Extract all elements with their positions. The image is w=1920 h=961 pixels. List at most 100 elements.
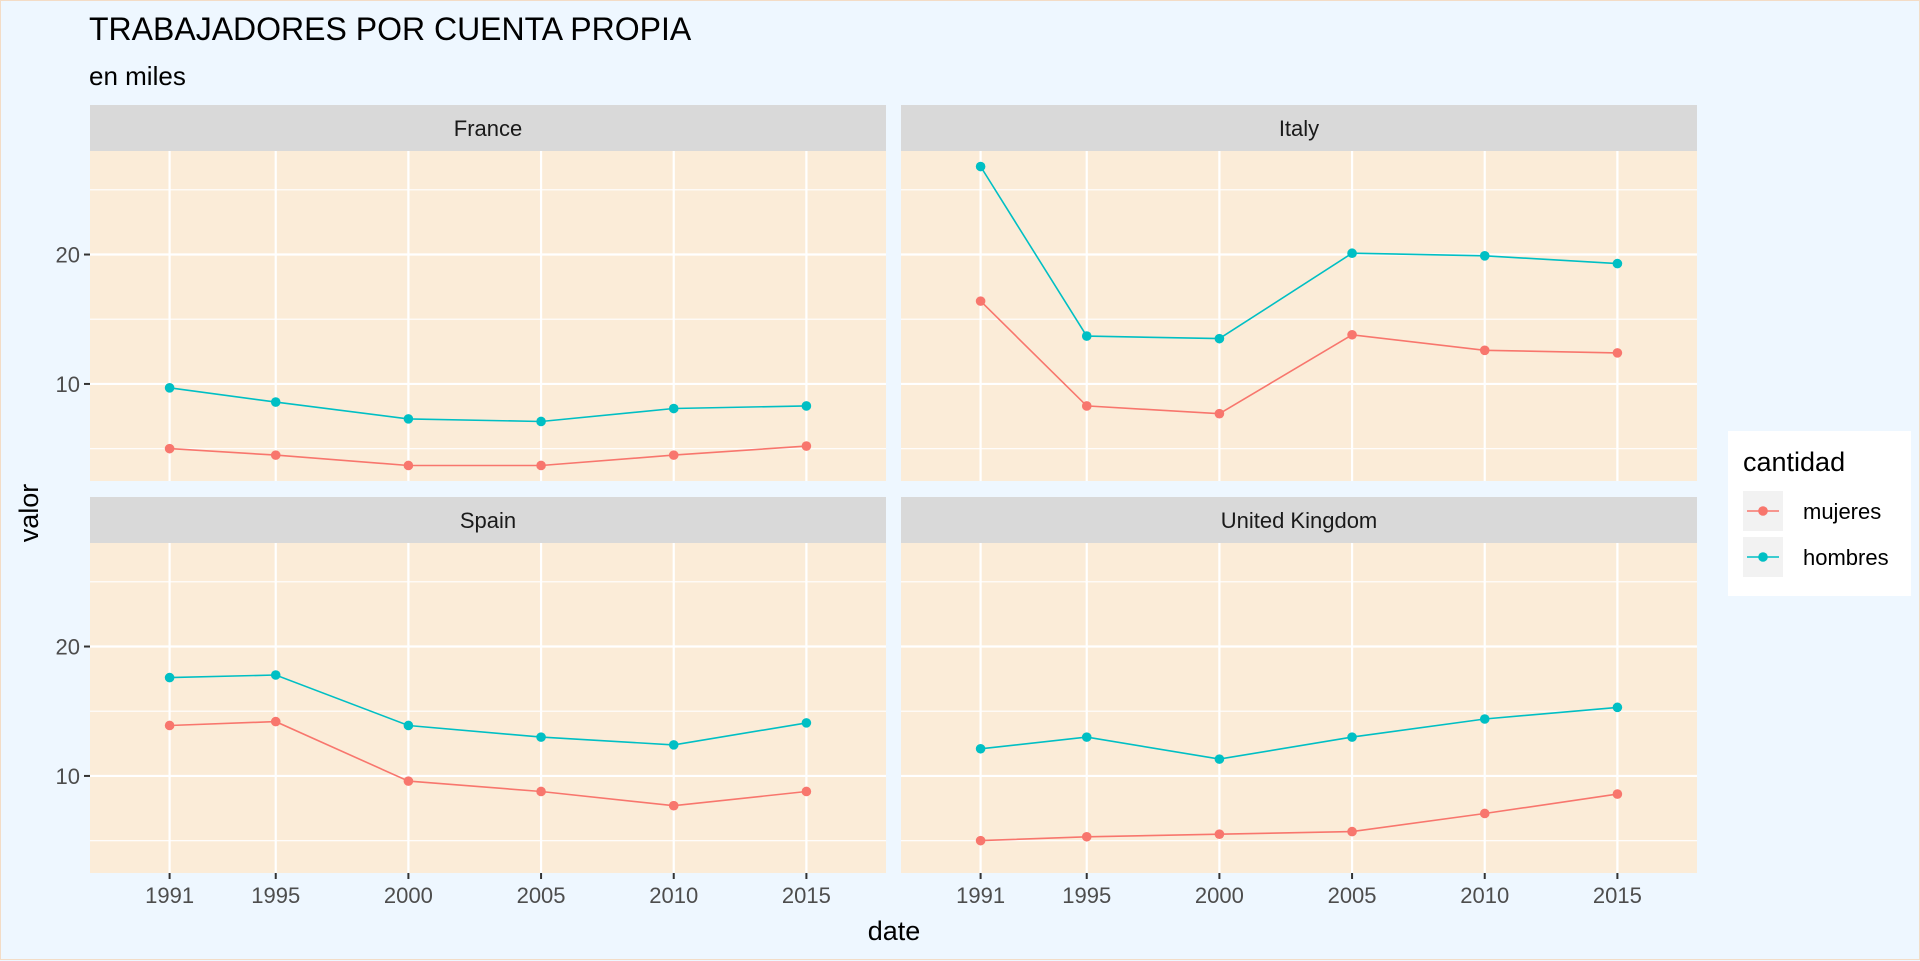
panel-bg-france: [90, 151, 886, 481]
legend: cantidad mujeres hombres: [1728, 431, 1911, 596]
facet-panels: France 10 20 Italy Spain 10 20 1991 1995 2000 2005…: [56, 105, 1697, 908]
x-tick-label-2010: 2010: [1460, 883, 1509, 908]
strip-united-kingdom: [901, 497, 1697, 543]
point-france-hombres-2000: [403, 414, 414, 424]
point-united-kingdom-hombres-2010: [1479, 714, 1490, 724]
point-united-kingdom-mujeres-2005: [1347, 826, 1357, 837]
point-france-mujeres-1991: [164, 443, 175, 454]
point-france-hombres-2005: [536, 416, 546, 427]
y-tick-label-10: 10: [56, 764, 80, 789]
facet-france: France 10 20: [56, 105, 886, 481]
facet-italy: Italy: [901, 105, 1697, 481]
point-spain-hombres-1995: [270, 670, 281, 680]
point-italy-hombres-2010: [1479, 251, 1490, 261]
point-spain-mujeres-2000: [403, 776, 414, 786]
series-line-france-hombres: [169, 387, 807, 423]
point-france-mujeres-2015: [801, 441, 812, 451]
point-spain-mujeres-2015: [801, 786, 812, 797]
chart-title: TRABAJADORES POR CUENTA PROPIA: [89, 11, 692, 47]
point-spain-mujeres-1995: [270, 716, 281, 727]
point-france-hombres-1995: [270, 397, 281, 407]
x-tick-label-1995: 1995: [251, 883, 300, 908]
legend-key-point-hombres: [1758, 552, 1768, 562]
x-axis-title: date: [868, 916, 921, 946]
strip-spain: [90, 497, 886, 543]
series-line-spain-hombres: [169, 674, 807, 746]
point-italy-mujeres-1995: [1081, 401, 1092, 411]
series-line-france-mujeres: [169, 445, 807, 467]
point-italy-hombres-1991: [975, 161, 986, 172]
point-france-mujeres-2010: [668, 450, 679, 460]
x-tick-label-2010: 2010: [649, 883, 698, 908]
point-united-kingdom-mujeres-1991: [975, 835, 986, 846]
point-united-kingdom-hombres-2005: [1347, 732, 1357, 742]
series-line-united-kingdom-hombres: [980, 706, 1618, 760]
strip-italy: [901, 105, 1697, 151]
y-tick-label-20: 20: [56, 635, 80, 660]
point-italy-hombres-2005: [1347, 248, 1357, 259]
point-united-kingdom-hombres-2000: [1214, 754, 1225, 764]
strip-label-united-kingdom: United Kingdom: [1221, 508, 1378, 533]
point-france-mujeres-2000: [403, 460, 414, 471]
point-italy-mujeres-2000: [1214, 408, 1225, 419]
chart-subtitle: en miles: [89, 61, 186, 91]
legend-key-point-mujeres: [1758, 506, 1768, 516]
point-italy-hombres-2015: [1612, 258, 1623, 269]
point-spain-mujeres-2005: [536, 786, 546, 797]
point-united-kingdom-mujeres-1995: [1081, 831, 1092, 842]
x-tick-label-2005: 2005: [517, 883, 566, 908]
point-spain-mujeres-2010: [668, 800, 679, 811]
point-united-kingdom-mujeres-2000: [1214, 829, 1225, 839]
point-italy-hombres-1995: [1081, 331, 1092, 341]
point-spain-hombres-2000: [403, 720, 414, 731]
y-tick-label-20: 20: [56, 243, 80, 268]
point-united-kingdom-hombres-2015: [1612, 702, 1623, 713]
strip-label-spain: Spain: [460, 508, 516, 533]
legend-entries: mujeres hombres: [1743, 491, 1889, 577]
point-united-kingdom-hombres-1995: [1081, 732, 1092, 742]
y-axis-title: valor: [14, 484, 44, 543]
legend-title: cantidad: [1743, 447, 1845, 477]
x-tick-label-2000: 2000: [384, 883, 433, 908]
point-spain-hombres-2005: [536, 732, 546, 742]
series-line-united-kingdom-mujeres: [980, 793, 1618, 842]
point-italy-mujeres-2015: [1612, 348, 1623, 358]
strip-label-france: France: [454, 116, 522, 141]
strip-france: [90, 105, 886, 151]
panel-bg-united-kingdom: [901, 543, 1697, 873]
point-italy-mujeres-2010: [1479, 345, 1490, 356]
point-italy-hombres-2000: [1214, 333, 1225, 344]
y-tick-label-10: 10: [56, 372, 80, 397]
x-tick-label-1991: 1991: [956, 883, 1005, 908]
point-spain-mujeres-1991: [164, 720, 175, 731]
point-spain-hombres-2015: [801, 718, 812, 728]
facet-spain: Spain 10 20 1991 1995 2000 2005 2010 2015: [56, 497, 886, 908]
x-tick-label-2015: 2015: [782, 883, 831, 908]
point-france-mujeres-2005: [536, 460, 546, 471]
panel-bg-italy: [901, 151, 1697, 481]
x-tick-label-1995: 1995: [1062, 883, 1111, 908]
point-france-mujeres-1995: [270, 450, 281, 460]
legend-label-hombres: hombres: [1803, 545, 1889, 570]
point-spain-hombres-1991: [164, 672, 175, 683]
strip-label-italy: Italy: [1279, 116, 1319, 141]
x-tick-label-2000: 2000: [1195, 883, 1244, 908]
point-united-kingdom-mujeres-2010: [1479, 808, 1490, 819]
facet-united-kingdom: United Kingdom 1991 1995 2000 2005 2010 2015: [901, 497, 1697, 908]
point-italy-mujeres-1991: [975, 296, 986, 306]
panel-bg-spain: [90, 543, 886, 873]
point-france-hombres-2015: [801, 401, 812, 411]
point-france-hombres-2010: [668, 403, 679, 414]
point-italy-mujeres-2005: [1347, 329, 1357, 340]
point-france-hombres-1991: [164, 383, 175, 393]
series-line-spain-mujeres: [169, 720, 807, 807]
x-tick-label-1991: 1991: [145, 883, 194, 908]
x-tick-label-2005: 2005: [1328, 883, 1377, 908]
legend-label-mujeres: mujeres: [1803, 499, 1881, 524]
point-united-kingdom-hombres-1991: [975, 743, 986, 754]
x-tick-label-2015: 2015: [1593, 883, 1642, 908]
point-united-kingdom-mujeres-2015: [1612, 789, 1623, 799]
series-line-italy-hombres: [979, 166, 1618, 340]
